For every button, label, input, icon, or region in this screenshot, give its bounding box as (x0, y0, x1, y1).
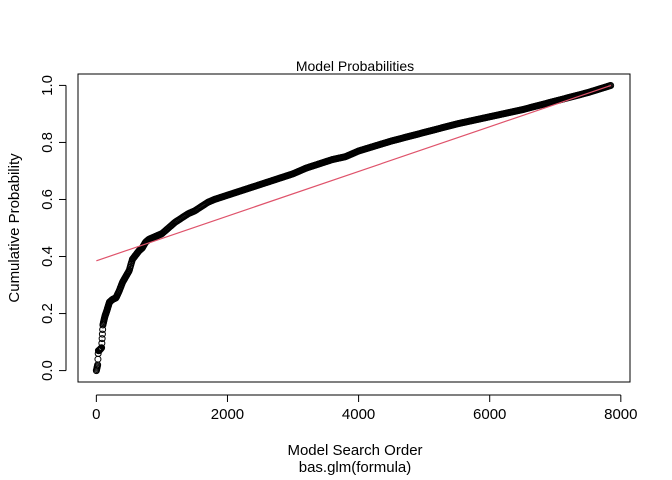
data-point (98, 335, 106, 343)
y-tick-label: 1.0 (39, 75, 56, 96)
plot-frame (77, 73, 631, 383)
fit-line-layer (96, 84, 612, 262)
x-tick-label: 4000 (342, 406, 375, 423)
data-point (94, 355, 102, 363)
x-axis: 0 2000 4000 6000 8000 (92, 394, 638, 423)
x-tick-label: 8000 (604, 406, 637, 423)
x-tick-label: 6000 (473, 406, 506, 423)
data-point (98, 339, 106, 347)
y-tick-label: 0.8 (39, 132, 56, 153)
y-axis: 0.0 0.2 0.4 0.6 0.8 1.0 (39, 75, 67, 381)
y-tick-label: 0.6 (39, 189, 56, 210)
y-tick-label: 0.4 (39, 246, 56, 267)
chart-subtitle: bas.glm(formula) (299, 459, 412, 476)
fit-line (96, 84, 612, 262)
y-tick-label: 0.0 (39, 360, 56, 381)
x-axis-label: Model Search Order (287, 442, 422, 459)
chart-title: Model Probabilities (296, 58, 414, 74)
data-point (98, 344, 106, 352)
x-tick-label: 2000 (211, 406, 244, 423)
data-point (607, 82, 615, 90)
x-tick-label: 0 (92, 406, 100, 423)
data-point (98, 330, 106, 338)
y-tick-label: 0.2 (39, 303, 56, 324)
y-axis-label: Cumulative Probability (6, 153, 23, 303)
data-points (92, 82, 615, 375)
